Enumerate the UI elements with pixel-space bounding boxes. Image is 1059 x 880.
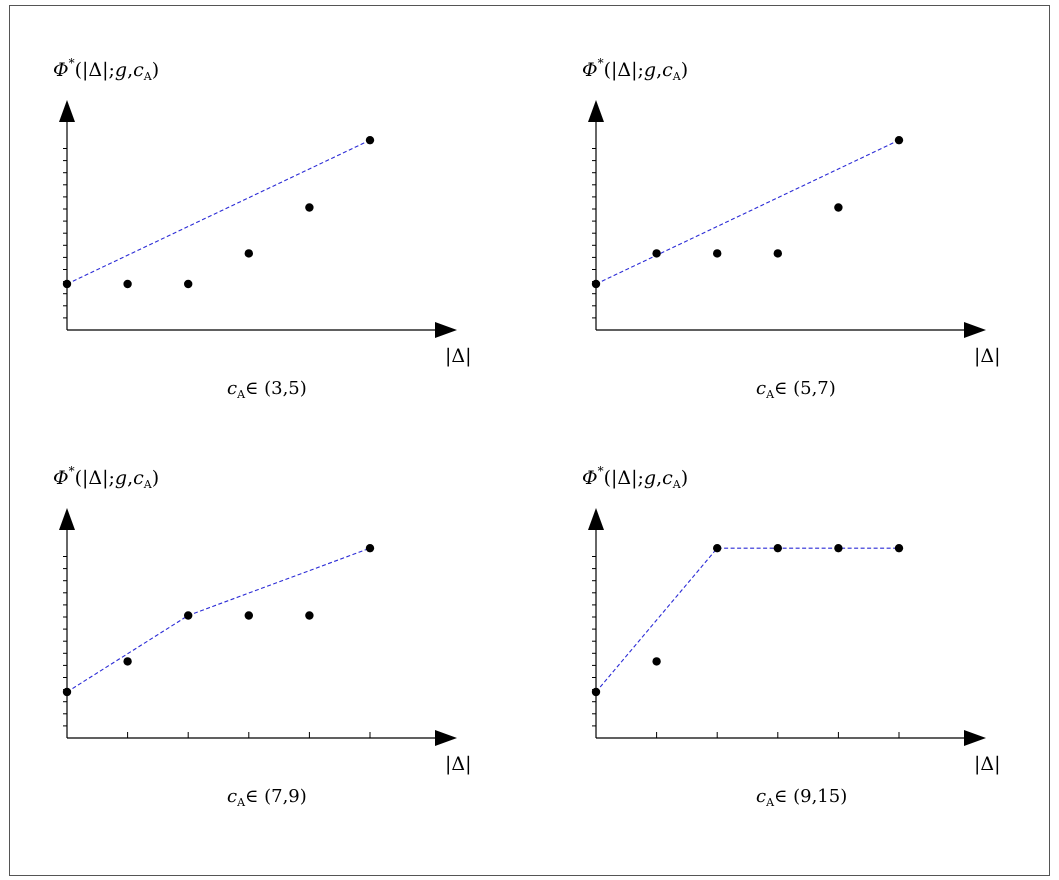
x-axis-label: |Δ|: [974, 753, 1001, 775]
y-axis-label: Φ*(|Δ|;g,cA): [582, 56, 688, 83]
chart-panel-1: Φ*(|Δ|;g,cA) |Δ| cA∈ (3,5): [53, 56, 472, 401]
data-point: [591, 687, 601, 697]
y-axis-arrow: [588, 100, 604, 122]
hull-line: [595, 139, 900, 285]
data-point: [365, 135, 375, 145]
data-point: [305, 203, 314, 212]
data-point: [834, 543, 843, 553]
data-point: [123, 657, 132, 666]
data-point: [652, 657, 661, 666]
panel-caption: cA∈ (3,5): [227, 378, 307, 401]
chart-panel-3: Φ*(|Δ|;g,cA) |Δ| cA∈ (7,9): [53, 464, 472, 809]
x-axis-label: |Δ|: [445, 345, 472, 367]
hull-line: [66, 547, 371, 693]
data-point: [773, 543, 782, 553]
data-point: [591, 279, 601, 289]
x-axis-arrow: [964, 730, 986, 746]
data-point: [305, 611, 314, 620]
y-axis-arrow: [588, 508, 604, 530]
data-point: [834, 203, 843, 212]
figure-frame: [9, 5, 1050, 876]
hull-line: [595, 547, 899, 693]
data-point: [713, 249, 722, 258]
panel-caption: cA∈ (7,9): [227, 786, 307, 809]
panel-caption: cA∈ (9,15): [756, 786, 847, 809]
x-axis-arrow: [435, 322, 457, 338]
x-axis-arrow: [435, 730, 457, 746]
data-point: [244, 611, 253, 620]
hull-line: [66, 139, 371, 285]
data-point: [894, 135, 904, 145]
data-point: [652, 249, 661, 258]
data-point: [62, 687, 72, 697]
data-point: [365, 543, 375, 553]
x-axis-label: |Δ|: [445, 753, 472, 775]
data-point: [773, 249, 782, 258]
data-point: [894, 543, 904, 553]
data-point: [244, 249, 253, 258]
data-point: [184, 279, 193, 289]
y-axis-label: Φ*(|Δ|;g,cA): [582, 464, 688, 491]
x-axis-label: |Δ|: [974, 345, 1001, 367]
y-axis-label: Φ*(|Δ|;g,cA): [53, 56, 159, 83]
chart-panel-2: Φ*(|Δ|;g,cA) |Δ| cA∈ (5,7): [582, 56, 1001, 401]
x-axis-arrow: [964, 322, 986, 338]
data-point: [713, 543, 722, 553]
panel-caption: cA∈ (5,7): [756, 378, 836, 401]
data-point: [62, 279, 72, 289]
y-axis-label: Φ*(|Δ|;g,cA): [53, 464, 159, 491]
data-point: [123, 279, 132, 289]
data-point: [184, 611, 193, 620]
chart-panel-4: Φ*(|Δ|;g,cA) |Δ| cA∈ (9,15): [582, 464, 1001, 809]
y-axis-arrow: [59, 100, 75, 122]
y-axis-arrow: [59, 508, 75, 530]
